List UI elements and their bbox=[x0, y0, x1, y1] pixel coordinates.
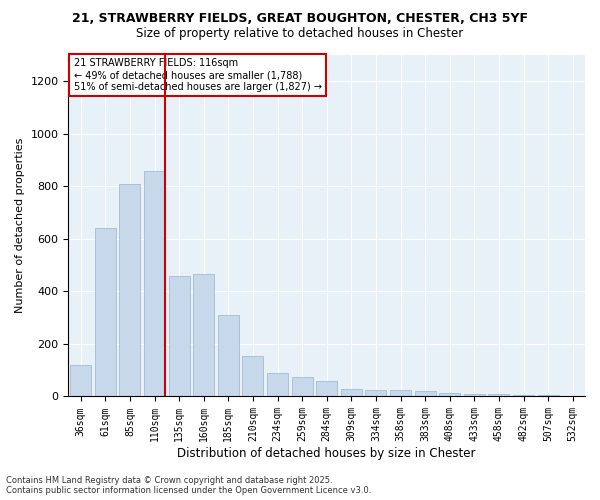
Text: 21, STRAWBERRY FIELDS, GREAT BOUGHTON, CHESTER, CH3 5YF: 21, STRAWBERRY FIELDS, GREAT BOUGHTON, C… bbox=[72, 12, 528, 26]
Bar bbox=[292, 377, 313, 396]
Y-axis label: Number of detached properties: Number of detached properties bbox=[15, 138, 25, 314]
Bar bbox=[513, 395, 534, 396]
Bar bbox=[538, 395, 559, 396]
Bar bbox=[119, 184, 140, 396]
X-axis label: Distribution of detached houses by size in Chester: Distribution of detached houses by size … bbox=[178, 447, 476, 460]
Bar bbox=[218, 315, 239, 396]
Bar bbox=[193, 274, 214, 396]
Text: Contains HM Land Registry data © Crown copyright and database right 2025.
Contai: Contains HM Land Registry data © Crown c… bbox=[6, 476, 371, 495]
Bar bbox=[415, 391, 436, 396]
Bar bbox=[95, 228, 116, 396]
Bar bbox=[464, 394, 485, 396]
Text: Size of property relative to detached houses in Chester: Size of property relative to detached ho… bbox=[136, 28, 464, 40]
Text: 21 STRAWBERRY FIELDS: 116sqm
← 49% of detached houses are smaller (1,788)
51% of: 21 STRAWBERRY FIELDS: 116sqm ← 49% of de… bbox=[74, 58, 322, 92]
Bar bbox=[341, 388, 362, 396]
Bar bbox=[439, 392, 460, 396]
Bar bbox=[70, 365, 91, 396]
Bar bbox=[169, 276, 190, 396]
Bar bbox=[390, 390, 411, 396]
Bar bbox=[242, 356, 263, 397]
Bar bbox=[365, 390, 386, 396]
Bar bbox=[144, 170, 165, 396]
Bar bbox=[267, 373, 288, 396]
Bar bbox=[488, 394, 509, 396]
Bar bbox=[316, 380, 337, 396]
